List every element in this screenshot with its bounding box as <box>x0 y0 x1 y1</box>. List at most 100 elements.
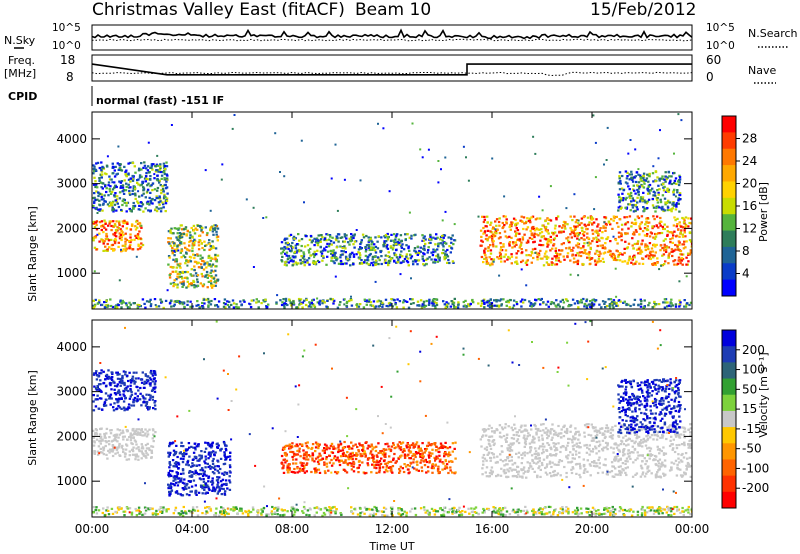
echo-cell <box>164 183 167 186</box>
echo-cell <box>137 208 140 211</box>
echo-cell <box>99 383 102 386</box>
echo-cell <box>323 237 327 240</box>
echo-cell <box>92 222 96 225</box>
echo-cell <box>213 465 217 468</box>
echo-cell <box>663 246 666 249</box>
echo-cell <box>98 166 101 170</box>
echo-cell <box>501 226 504 230</box>
echo-cell <box>313 254 316 257</box>
echo-cell <box>331 298 334 301</box>
echo-cell <box>385 245 388 248</box>
echo-cell <box>629 209 632 212</box>
echo-speck <box>204 169 207 172</box>
echo-cell <box>291 241 294 245</box>
echo-cell <box>436 457 439 460</box>
echo-cell <box>601 231 604 234</box>
echo-cell <box>174 260 177 263</box>
echo-cell <box>114 165 117 168</box>
echo-cell <box>387 264 390 267</box>
echo-cell <box>366 447 369 450</box>
echo-cell <box>113 388 116 391</box>
echo-cell <box>105 373 108 376</box>
echo-cell <box>209 303 213 306</box>
echo-cell <box>588 258 592 261</box>
echo-cell <box>200 450 203 453</box>
echo-cell <box>207 480 210 483</box>
echo-cell <box>685 302 689 305</box>
echo-cell <box>281 467 284 470</box>
echo-cell <box>121 429 124 432</box>
echo-cell <box>116 202 119 205</box>
echo-cell <box>186 277 189 280</box>
echo-cell <box>122 400 126 403</box>
echo-cell <box>375 454 379 457</box>
echo-cell <box>585 306 589 309</box>
echo-cell <box>645 177 649 180</box>
echo-cell <box>115 433 118 436</box>
echo-cell <box>530 232 533 235</box>
echo-cell <box>354 457 358 461</box>
echo-cell <box>508 235 511 238</box>
echo-cell <box>489 223 492 226</box>
echo-cell <box>93 165 96 168</box>
echo-cell <box>448 451 451 454</box>
echo-cell <box>299 259 302 262</box>
echo-cell <box>463 304 467 307</box>
echo-cell <box>197 443 200 446</box>
echo-speck <box>317 259 319 262</box>
echo-speck <box>411 122 414 125</box>
echo-cell <box>340 236 344 239</box>
echo-cell <box>341 246 344 250</box>
echo-cell <box>563 222 567 225</box>
echo-cell <box>442 445 446 448</box>
echo-cell <box>211 257 214 260</box>
echo-cell <box>618 196 621 199</box>
echo-cell <box>154 373 157 376</box>
echo-cell <box>153 390 157 393</box>
echo-cell <box>432 251 435 254</box>
echo-cell <box>184 262 187 265</box>
echo-cell <box>114 439 118 442</box>
echo-cell <box>682 247 686 250</box>
echo-cell <box>280 259 283 262</box>
echo-cell <box>687 217 690 220</box>
echo-cell <box>407 306 411 309</box>
echo-cell <box>164 299 168 302</box>
echo-cell <box>415 441 419 444</box>
echo-cell <box>313 237 316 240</box>
echo-cell <box>103 172 107 175</box>
echo-cell <box>137 458 140 461</box>
echo-cell <box>534 218 538 221</box>
echo-cell <box>500 260 503 263</box>
echo-cell <box>131 224 134 227</box>
echo-cell <box>128 161 132 164</box>
echo-cell <box>683 231 686 234</box>
echo-cell <box>431 463 434 466</box>
echo-cell <box>316 456 320 459</box>
echo-speck <box>149 300 151 303</box>
echo-cell <box>367 245 371 248</box>
echo-cell <box>108 187 111 191</box>
echo-cell <box>192 229 195 232</box>
echo-cell <box>617 254 620 257</box>
echo-speck <box>431 302 434 305</box>
echo-cell <box>664 260 667 263</box>
echo-cell <box>487 246 490 249</box>
echo-cell <box>381 449 384 453</box>
echo-cell <box>343 240 346 243</box>
echo-cell <box>351 251 354 254</box>
echo-cell <box>207 457 210 460</box>
echo-cell <box>443 234 447 237</box>
echo-cell <box>305 453 308 456</box>
echo-cell <box>103 194 106 197</box>
echo-cell <box>106 377 110 380</box>
echo-cell <box>423 245 426 248</box>
echo-cell <box>657 191 660 194</box>
echo-cell <box>408 446 412 449</box>
echo-cell <box>348 462 351 465</box>
echo-cell <box>609 223 612 226</box>
echo-cell <box>318 471 322 474</box>
echo-cell <box>342 446 345 449</box>
echo-cell <box>426 257 429 260</box>
echo-cell <box>132 187 135 190</box>
